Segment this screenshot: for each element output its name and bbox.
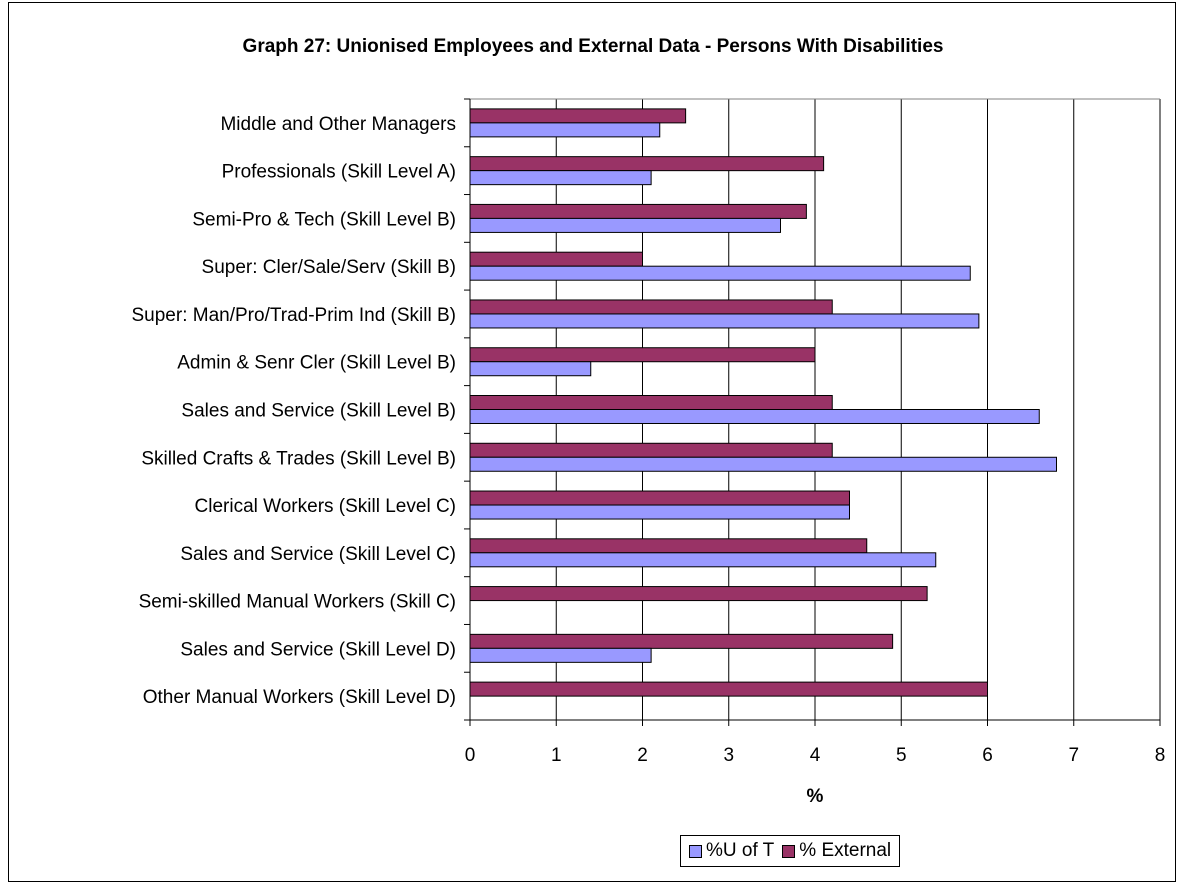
category-label: Middle and Other Managers bbox=[220, 114, 456, 135]
chart-legend: %U of T % External bbox=[680, 835, 901, 867]
category-label: Sales and Service (Skill Level D) bbox=[180, 639, 456, 660]
x-tick-label: 4 bbox=[810, 745, 821, 766]
bar-external bbox=[469, 538, 868, 554]
bar-external bbox=[469, 156, 825, 172]
bar-u-of-t bbox=[469, 361, 592, 377]
category-label: Sales and Service (Skill Level B) bbox=[181, 401, 456, 422]
x-tick-label: 8 bbox=[1155, 745, 1166, 766]
bar-u-of-t bbox=[469, 647, 652, 663]
bar-u-of-t bbox=[469, 265, 971, 281]
chart-plot: Middle and Other Managers Professionals (… bbox=[132, 98, 1166, 807]
bar-u-of-t bbox=[469, 313, 980, 329]
x-tick-label: 0 bbox=[465, 745, 476, 766]
bar-u-of-t bbox=[469, 170, 652, 186]
legend-entry-u-of-t: %U of T bbox=[689, 840, 774, 862]
bar-external bbox=[469, 251, 643, 267]
chart-frame: Graph 27: Unionised Employees and Extern… bbox=[8, 2, 1176, 882]
x-axis-label: % bbox=[807, 786, 824, 807]
bar-u-of-t bbox=[469, 217, 781, 233]
category-label: Super: Man/Pro/Trad-Prim Ind (Skill B) bbox=[132, 305, 457, 326]
bar-external bbox=[469, 395, 833, 410]
x-tick-label: 3 bbox=[723, 745, 734, 766]
bar-external bbox=[469, 490, 850, 506]
bar-external bbox=[469, 108, 687, 124]
legend-swatch-external bbox=[782, 844, 796, 858]
bar-u-of-t bbox=[469, 409, 1040, 424]
bar-external bbox=[469, 203, 807, 219]
legend-entry-external: % External bbox=[782, 840, 891, 862]
legend-label-u-of-t: %U of T bbox=[706, 840, 775, 861]
category-label: Semi-skilled Manual Workers (Skill C) bbox=[139, 592, 456, 613]
x-tick-label: 2 bbox=[637, 745, 648, 766]
category-label: Professionals (Skill Level A) bbox=[222, 162, 456, 183]
x-tick-label: 5 bbox=[896, 745, 907, 766]
category-label: Other Manual Workers (Skill Level D) bbox=[143, 687, 456, 708]
x-tick-label: 6 bbox=[982, 745, 993, 766]
bar-u-of-t bbox=[469, 504, 850, 520]
category-label: Semi-Pro & Tech (Skill Level B) bbox=[192, 209, 456, 230]
bar-u-of-t bbox=[469, 456, 1057, 472]
category-label: Sales and Service (Skill Level C) bbox=[180, 544, 456, 565]
bar-external bbox=[469, 347, 816, 363]
category-label: Admin & Senr Cler (Skill Level B) bbox=[177, 353, 456, 374]
bar-external bbox=[469, 633, 894, 649]
legend-label-external: % External bbox=[799, 840, 892, 861]
bar-u-of-t bbox=[469, 552, 937, 568]
x-tick-label: 7 bbox=[1068, 745, 1079, 766]
category-label: Clerical Workers (Skill Level C) bbox=[195, 496, 456, 517]
bar-external bbox=[469, 681, 988, 697]
bar-u-of-t bbox=[469, 122, 661, 138]
legend-swatch-u-of-t bbox=[689, 844, 702, 858]
bar-external bbox=[469, 442, 833, 458]
bar-external bbox=[469, 299, 833, 315]
category-label: Skilled Crafts & Trades (Skill Level B) bbox=[141, 448, 456, 469]
chart-title: Graph 27: Unionised Employees and Extern… bbox=[242, 36, 944, 57]
bar-external bbox=[469, 586, 928, 602]
x-tick-label: 1 bbox=[551, 745, 562, 766]
category-label: Super: Cler/Sale/Serv (Skill B) bbox=[202, 257, 456, 278]
